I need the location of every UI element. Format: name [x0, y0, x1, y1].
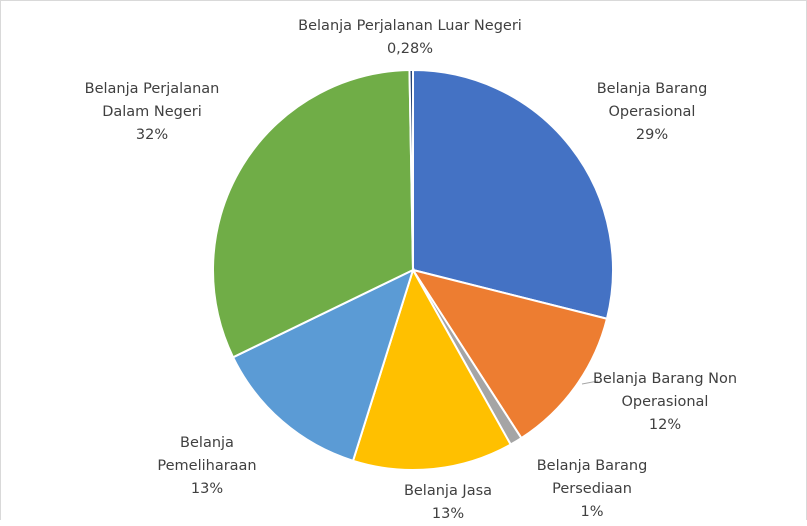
value-label: 13% — [431, 506, 465, 522]
value-label: 29% — [635, 127, 669, 143]
leader-line — [581, 380, 599, 385]
category-name: Belanja Perjalanan Luar Negeri — [298, 18, 522, 34]
category-name: Belanja Barang Persediaan — [536, 458, 648, 497]
data-label: Belanja Pemeliharaan 13% — [150, 432, 265, 501]
value-label: 12% — [648, 417, 682, 433]
pie-slice — [410, 268, 609, 440]
value-label: 0,28% — [386, 41, 434, 57]
pie-slice — [412, 68, 614, 320]
data-label: Belanja Barang Non Operasional 12% — [593, 368, 738, 437]
data-label: Belanja Perjalanan Dalam Negeri 32% — [75, 78, 230, 147]
data-label: Belanja Jasa 13% — [388, 480, 508, 526]
pie-slice — [351, 267, 513, 471]
data-label: Belanja Barang Operasional 29% — [587, 78, 717, 147]
data-label: Belanja Barang Persediaan 1% — [525, 455, 660, 524]
category-name: Belanja Pemeliharaan — [157, 435, 257, 474]
category-name: Belanja Barang Operasional — [596, 81, 708, 120]
pie-slice — [408, 68, 414, 271]
category-name: Belanja Perjalanan Dalam Negeri — [84, 81, 220, 120]
pie-slice — [231, 268, 415, 463]
value-label: 1% — [580, 504, 604, 520]
value-label: 13% — [190, 481, 224, 497]
value-label: 32% — [135, 127, 169, 143]
category-name: Belanja Jasa — [403, 483, 493, 499]
category-name: Belanja Barang Non Operasional — [592, 371, 738, 410]
data-label: Belanja Perjalanan Luar Negeri 0,28% — [260, 15, 560, 61]
pie-slice — [212, 69, 415, 359]
